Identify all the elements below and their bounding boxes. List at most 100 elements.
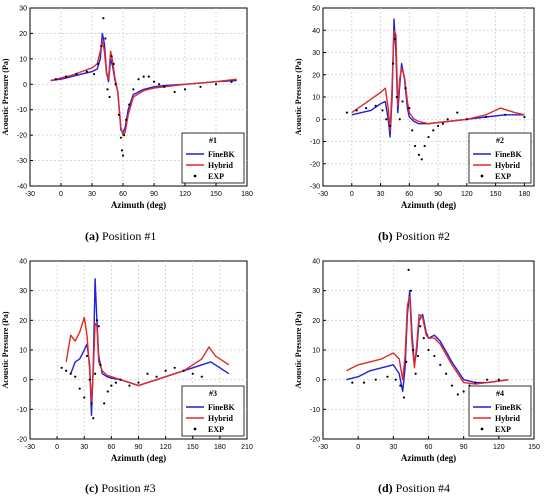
x-tick-label: 120 bbox=[179, 191, 191, 198]
series-point-exp bbox=[399, 384, 402, 387]
legend-label-hybrid: Hybrid bbox=[208, 414, 233, 423]
series-point-exp bbox=[456, 393, 459, 396]
series-point-exp bbox=[83, 396, 86, 399]
series-point-exp bbox=[200, 375, 203, 378]
y-tick-label: 20 bbox=[312, 72, 320, 79]
y-tick-label: 10 bbox=[19, 348, 27, 355]
series-point-exp bbox=[92, 73, 96, 76]
series-point-exp bbox=[355, 109, 358, 112]
y-axis-label: Acoustic Pressure (Pa) bbox=[294, 58, 303, 135]
legend-swatch-exp bbox=[480, 174, 484, 178]
series-point-exp bbox=[391, 62, 395, 65]
series-point-exp bbox=[427, 348, 430, 352]
series-point-exp bbox=[389, 124, 392, 128]
series-point-exp bbox=[465, 118, 468, 121]
legend-label-finebk: FineBK bbox=[495, 150, 522, 159]
series-point-exp bbox=[142, 75, 145, 78]
series-point-exp bbox=[423, 144, 426, 148]
series-point-exp bbox=[117, 113, 120, 116]
series-point-exp bbox=[54, 78, 57, 81]
y-tick-label: -10 bbox=[17, 107, 27, 114]
series-point-exp bbox=[65, 75, 68, 78]
y-tick-label: -10 bbox=[310, 407, 320, 414]
legend-box bbox=[181, 385, 245, 437]
series-point-exp bbox=[132, 88, 135, 91]
y-tick-label: -10 bbox=[17, 407, 27, 414]
series-point-exp bbox=[60, 366, 63, 369]
series-point-exp bbox=[164, 369, 167, 372]
series-point-exp bbox=[398, 118, 401, 121]
series-point-exp bbox=[183, 88, 187, 91]
legend-label-exp: EXP bbox=[495, 172, 511, 181]
x-tick-label: 120 bbox=[160, 444, 172, 451]
y-tick-label: 30 bbox=[19, 6, 27, 13]
series-point-exp bbox=[436, 124, 440, 128]
y-tick-label: -40 bbox=[17, 184, 27, 191]
series-point-exp bbox=[504, 113, 507, 116]
legend-label-hybrid: Hybrid bbox=[208, 161, 233, 170]
series-line-hybrid bbox=[65, 316, 230, 405]
series-point-exp bbox=[395, 95, 398, 99]
y-tick-label: 10 bbox=[19, 56, 27, 63]
series-point-exp bbox=[97, 325, 100, 328]
series-point-exp bbox=[411, 129, 414, 132]
y-tick-label: -20 bbox=[17, 437, 27, 444]
legend-label-exp: EXP bbox=[495, 425, 511, 434]
series-point-exp bbox=[92, 417, 95, 420]
series-point-exp bbox=[412, 348, 415, 352]
x-tick-label: 180 bbox=[519, 191, 531, 198]
legend-title: #3 bbox=[209, 389, 217, 398]
series-point-exp bbox=[97, 62, 100, 66]
y-axis-label: Acoustic Pressure (Pa) bbox=[1, 311, 10, 388]
x-tick-label: -30 bbox=[318, 191, 328, 198]
legend-label-finebk: FineBK bbox=[208, 403, 235, 412]
series-point-exp bbox=[110, 384, 113, 387]
x-tick-label: 30 bbox=[389, 444, 397, 451]
series-point-exp bbox=[163, 85, 166, 88]
chart-panel-1: -30 0 30 60 90 120 150 180-40-30-20-100102030Az… bbox=[1, 6, 253, 211]
y-tick-label: 0 bbox=[316, 117, 320, 124]
series-point-exp bbox=[99, 363, 102, 366]
legend: #4 FineBK Hybrid EXP bbox=[468, 385, 532, 437]
series-point-exp bbox=[85, 70, 88, 73]
series-point-exp bbox=[402, 396, 405, 399]
legend-label-finebk: FineBK bbox=[495, 403, 522, 412]
series-point-exp bbox=[121, 154, 125, 157]
series-point-exp bbox=[419, 325, 422, 328]
legend-title: #2 bbox=[496, 136, 504, 145]
y-axis-label: Acoustic Pressure (Pa) bbox=[294, 311, 303, 388]
series-point-exp bbox=[408, 107, 411, 110]
caption-a: (a) Position #1 bbox=[85, 229, 157, 243]
series-point-exp bbox=[69, 372, 72, 375]
series-group bbox=[60, 278, 230, 420]
chart-panel-2: -30 0 30 60 90 120 150 180 -30 -20 -10 0 10 20 30 40 50 A… bbox=[294, 6, 535, 210]
series-point-exp bbox=[414, 372, 417, 375]
series-point-exp bbox=[413, 144, 417, 148]
series-point-exp bbox=[374, 104, 377, 107]
x-tick-label: -30 bbox=[318, 444, 328, 451]
series-point-exp bbox=[374, 378, 377, 381]
series-point-exp bbox=[394, 378, 397, 381]
series-point-exp bbox=[128, 384, 131, 387]
series-point-exp bbox=[386, 375, 389, 378]
x-axis-label: Azimuth (deg) bbox=[111, 453, 166, 463]
legend-swatch-exp bbox=[480, 427, 484, 431]
series-point-exp bbox=[95, 319, 99, 322]
y-tick-label: 0 bbox=[23, 82, 27, 89]
series-point-exp bbox=[112, 62, 115, 66]
series-point-exp bbox=[137, 381, 140, 384]
series-point-exp bbox=[103, 402, 106, 405]
x-tick-label: 30 bbox=[80, 444, 88, 451]
legend-swatch-exp bbox=[193, 427, 197, 431]
series-point-exp bbox=[393, 38, 397, 41]
series-point-exp bbox=[85, 354, 89, 358]
x-tick-label: 120 bbox=[461, 191, 473, 198]
series-point-exp bbox=[409, 289, 413, 292]
x-tick-label: 60 bbox=[425, 444, 433, 451]
caption-c: (c) Position #3 bbox=[85, 481, 156, 495]
series-point-exp bbox=[401, 100, 404, 103]
y-tick-label: -30 bbox=[310, 184, 320, 191]
legend-title: #4 bbox=[496, 389, 504, 398]
y-tick-label: 30 bbox=[19, 288, 27, 295]
